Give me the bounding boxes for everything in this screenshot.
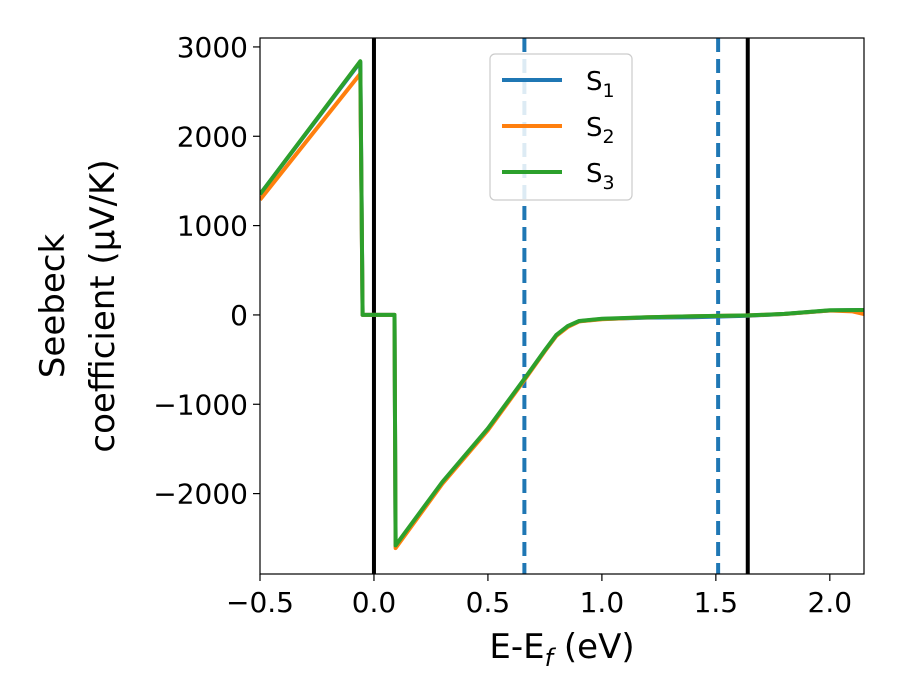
y-tick-label: 2000 bbox=[177, 120, 248, 153]
x-tick-label: 1.5 bbox=[694, 586, 739, 619]
axes: −0.5 0.0 0.5 1.0 1.5 2.0 −2000 −1000 0 1000 2000 30… bbox=[153, 31, 865, 619]
x-axis-label: E-Ef (eV) bbox=[489, 627, 634, 672]
plot-frame bbox=[259, 37, 865, 575]
x-tick-label: −0.5 bbox=[226, 586, 294, 619]
x-tick-label: 2.0 bbox=[808, 586, 853, 619]
y-tick-label: 1000 bbox=[177, 210, 248, 243]
series-line-s3 bbox=[260, 59, 864, 548]
legend-label-s1: S1 bbox=[586, 67, 615, 102]
y-tick-label: −1000 bbox=[153, 388, 248, 421]
y-axis-label-line2: coefficient (μV/K) bbox=[83, 159, 123, 452]
legend-label-s3: S3 bbox=[586, 159, 615, 194]
x-tick-label: 0.5 bbox=[466, 586, 511, 619]
axis-labels: E-Ef (eV) Seebeck coefficient (μV/K) bbox=[33, 159, 635, 672]
legend-label-s2: S2 bbox=[586, 113, 615, 148]
y-axis-label-line1: Seebeck bbox=[33, 234, 73, 379]
x-tick-label: 1.0 bbox=[580, 586, 625, 619]
y-tick-label: 3000 bbox=[177, 31, 248, 64]
x-tick-label: 0.0 bbox=[352, 586, 397, 619]
y-tick-label: 0 bbox=[230, 299, 248, 332]
legend: S1 S2 S3 bbox=[489, 53, 633, 201]
y-tick-label: −2000 bbox=[153, 478, 248, 511]
